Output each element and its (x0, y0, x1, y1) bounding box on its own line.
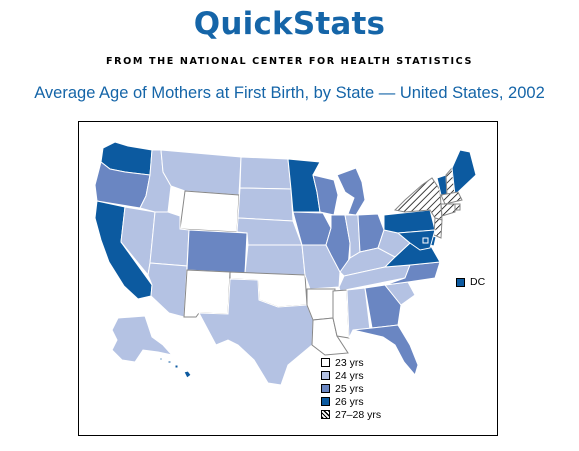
legend-label: 26 yrs (335, 395, 364, 408)
legend-item: 26 yrs (321, 395, 381, 408)
legend-swatch (321, 358, 330, 367)
state-ks (244, 244, 306, 276)
state-dc (422, 237, 429, 244)
state-ak (111, 315, 174, 363)
legend-item: 25 yrs (321, 382, 381, 395)
state-nd (239, 156, 292, 190)
state-ri (454, 203, 461, 211)
state-ga (364, 284, 402, 329)
legend-label: 27–28 yrs (335, 408, 382, 421)
page-title: QuickStats (193, 6, 386, 42)
state-md (396, 229, 436, 251)
legend-label: 24 yrs (335, 369, 364, 382)
map-frame (78, 121, 498, 436)
state-ma (440, 191, 463, 205)
legend-swatch (321, 384, 330, 393)
state-fl (352, 324, 419, 377)
legend-label: 23 yrs (335, 356, 364, 369)
state-ar (306, 288, 336, 321)
state-tx (198, 278, 314, 386)
legend-swatch (321, 371, 330, 380)
legend-swatch (321, 397, 330, 406)
legend-item: 27–28 yrs (321, 408, 381, 421)
state-nm (183, 269, 231, 318)
state-az (147, 262, 188, 318)
state-wy (179, 190, 240, 233)
dc-legend: DC (456, 276, 485, 288)
state-mi (336, 167, 366, 216)
page-subtitle: FROM THE NATIONAL CENTER FOR HEALTH STAT… (106, 56, 473, 67)
legend-item: 24 yrs (321, 369, 381, 382)
state-nj (433, 217, 443, 239)
state-me (451, 149, 477, 197)
state-sd (237, 187, 294, 222)
dc-label: DC (470, 276, 486, 288)
dc-swatch (456, 277, 465, 287)
chart-title: Average Age of Mothers at First Birth, b… (34, 84, 545, 102)
state-mt (160, 149, 242, 196)
legend-swatch (321, 410, 330, 419)
legend: 23 yrs 24 yrs 25 yrs 26 yrs 27–28 yrs (321, 356, 381, 421)
state-ct (440, 203, 456, 217)
state-hi (159, 357, 192, 379)
legend-label: 25 yrs (335, 382, 364, 395)
legend-item: 23 yrs (321, 356, 381, 369)
state-pa (383, 209, 436, 234)
state-co (186, 229, 248, 274)
state-ms (332, 289, 350, 339)
